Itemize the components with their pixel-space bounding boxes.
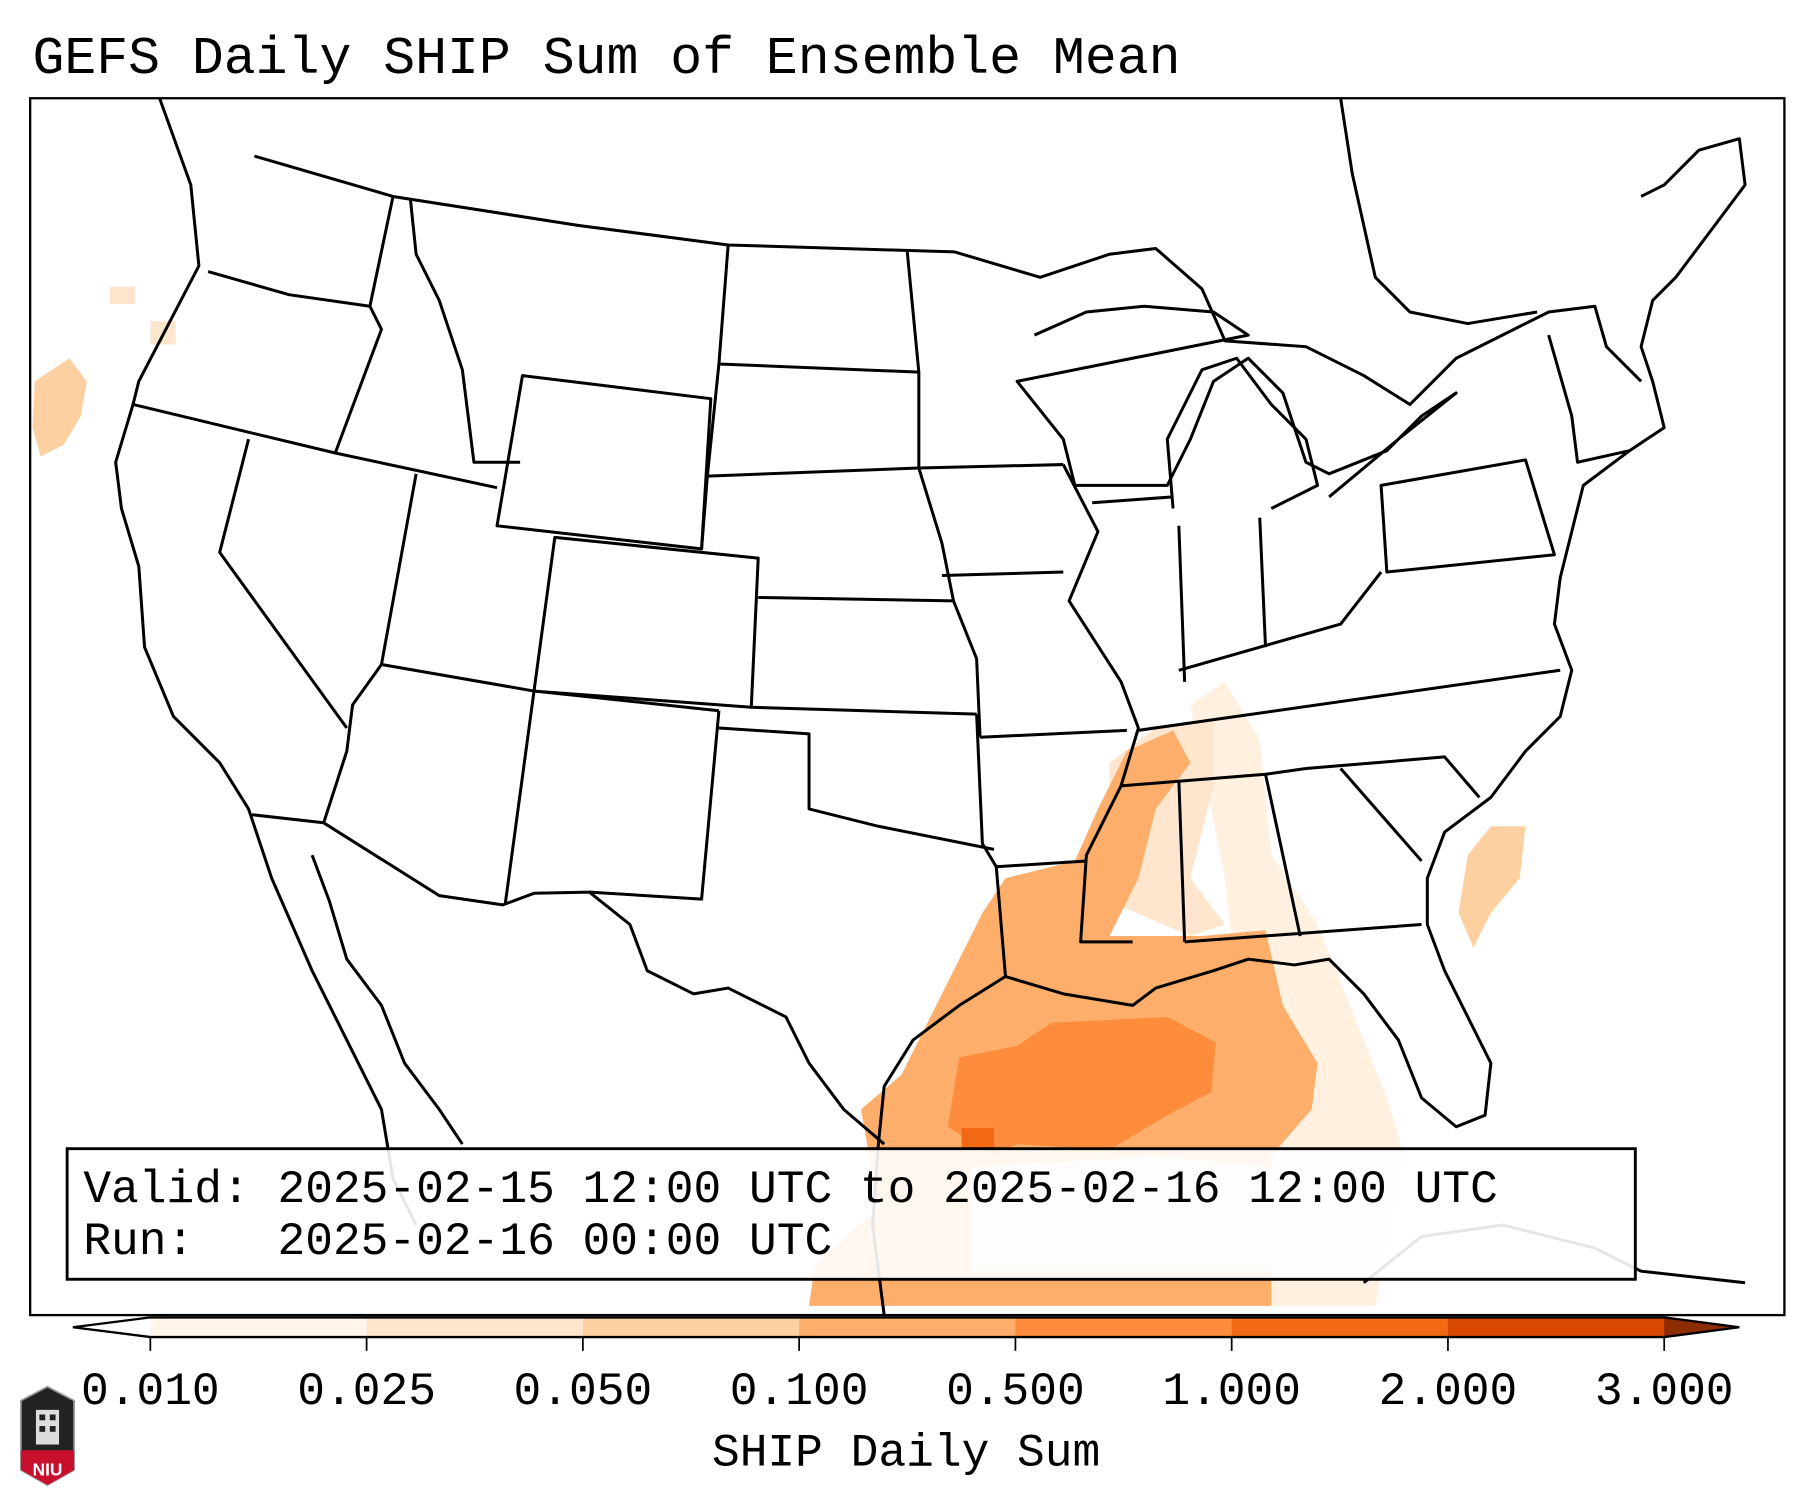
colorbar-bin xyxy=(1231,1317,1449,1338)
state-new-england xyxy=(1547,334,1630,464)
colorbar-tick-label: 0.010 xyxy=(81,1366,220,1418)
colorbar-label: SHIP Daily Sum xyxy=(712,1427,1100,1479)
colorbar-tick-label: 0.025 xyxy=(297,1366,436,1418)
colorbar-tick-label: 0.100 xyxy=(730,1366,869,1418)
state-nc-sc xyxy=(1305,755,1481,799)
field-gulf-max xyxy=(961,1127,994,1149)
state-idaho xyxy=(333,196,395,454)
state-mt-nd xyxy=(700,244,730,550)
state-ia-north xyxy=(918,463,1064,470)
us-west-coast xyxy=(114,98,418,1226)
field-pacific-light xyxy=(109,286,136,304)
coastlines-and-borders xyxy=(114,98,1747,1316)
state-wi-il xyxy=(1092,495,1174,505)
state-al-ga xyxy=(1264,773,1302,937)
state-wyoming xyxy=(495,374,713,551)
field-pacific xyxy=(32,358,87,457)
colorbar-bin xyxy=(1015,1317,1233,1338)
field-atlantic xyxy=(1458,826,1526,948)
valid-time-text: Valid: 2025-02-15 12:00 UTC to 2025-02-1… xyxy=(83,1164,1498,1216)
state-mt-id xyxy=(408,198,521,464)
us-mexico-border xyxy=(251,813,886,1146)
gulf-coast xyxy=(871,137,1747,1316)
state-pennsylvania xyxy=(1379,458,1556,574)
colorbar-tick-label: 1.000 xyxy=(1162,1366,1301,1418)
michigan xyxy=(1165,356,1320,510)
colorbar-bin xyxy=(366,1317,584,1338)
colorbar-bin xyxy=(799,1317,1016,1338)
state-az-nm xyxy=(503,690,536,906)
great-lakes xyxy=(1015,304,1458,499)
state-mn-west xyxy=(905,251,982,738)
state-nv-ca xyxy=(218,438,349,729)
state-ga-sc xyxy=(1339,767,1423,862)
field-gulf-heavy xyxy=(947,1016,1216,1156)
state-nm-tx xyxy=(589,710,721,901)
state-wa-or xyxy=(207,270,371,308)
state-sd-ne xyxy=(707,466,919,478)
colorbar-tick-label: 2.000 xyxy=(1379,1366,1518,1418)
state-mo-ar xyxy=(980,728,1127,739)
colorbar-extend-low xyxy=(72,1317,151,1338)
colorbar-tick-label: 0.500 xyxy=(946,1366,1085,1418)
state-ia-south xyxy=(941,570,1064,578)
state-ms-al xyxy=(1177,779,1187,942)
niu-logo: NIU xyxy=(20,1385,75,1486)
map-frame xyxy=(29,97,1786,1317)
run-time-text: Run: 2025-02-16 00:00 UTC xyxy=(83,1216,832,1268)
colorbar-extend-high xyxy=(1664,1317,1740,1338)
state-ar-la xyxy=(996,859,1087,869)
map-area xyxy=(30,98,1785,1316)
colorbar-bin xyxy=(1447,1317,1665,1338)
state-ohio-river xyxy=(1178,571,1383,672)
info-box: Valid: 2025-02-15 12:00 UTC to 2025-02-1… xyxy=(65,1147,1637,1281)
state-il-in xyxy=(1177,525,1187,682)
colorbar: 0.010 0.025 0.050 0.100 0.500 1.000 2.000 3.000 xyxy=(72,1316,1740,1418)
state-in-oh xyxy=(1258,517,1268,648)
colorbar-bin xyxy=(150,1317,368,1338)
state-nd-sd xyxy=(718,362,919,374)
colorbar-tick-label: 0.050 xyxy=(514,1366,653,1418)
state-ks-ok xyxy=(751,705,977,716)
logo-text: NIU xyxy=(33,1460,63,1480)
state-ky-tn xyxy=(1138,668,1561,732)
state-ok-ar xyxy=(975,714,1008,977)
figure-title: GEFS Daily SHIP Sum of Ensemble Mean xyxy=(32,29,1180,89)
state-fl-north xyxy=(1184,923,1422,944)
state-tn-south xyxy=(1120,767,1307,788)
state-ut-nv xyxy=(322,473,418,824)
canada-east xyxy=(1339,98,1538,326)
state-ok-tx xyxy=(718,726,995,851)
colorbar-bin xyxy=(582,1317,800,1338)
mississippi-river xyxy=(1061,463,1140,944)
state-ne-ks xyxy=(758,595,954,603)
colorbar-tick-label: 3.000 xyxy=(1595,1366,1734,1418)
baja xyxy=(310,854,464,1145)
